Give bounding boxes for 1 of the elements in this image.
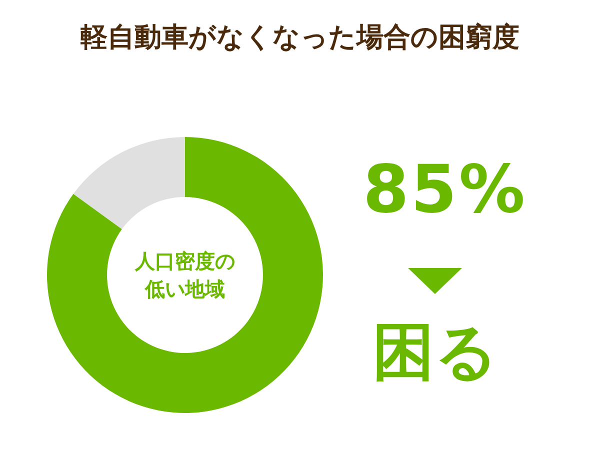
title: 軽自動車がなくなった場合の困窮度: [80, 21, 520, 55]
